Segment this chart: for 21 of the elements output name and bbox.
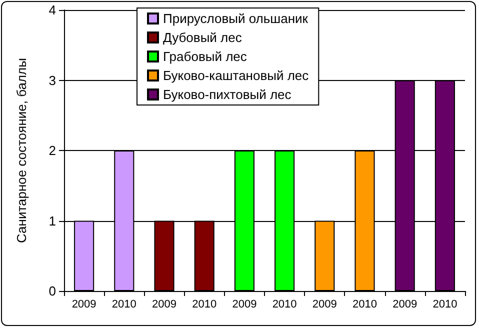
y-axis-title: Санитарное состояние, баллы <box>14 58 29 243</box>
legend-label: Буково-пихтовый лес <box>163 87 292 102</box>
y-tick-label: 3 <box>48 72 56 88</box>
y-tick-label: 2 <box>48 143 56 158</box>
x-tick-label: 2010 <box>272 298 297 310</box>
x-tick-label: 2010 <box>352 298 377 310</box>
legend-label: Прирусловый ольшаник <box>163 11 308 26</box>
legend-label: Грабовый лес <box>163 49 248 64</box>
x-tick-label: 2010 <box>432 298 458 310</box>
x-tick-label: 2010 <box>192 298 217 310</box>
x-tick-label: 2009 <box>392 298 418 310</box>
x-tick-label: 2009 <box>312 298 337 310</box>
y-tick-label: 1 <box>48 213 56 228</box>
x-tick-label: 2010 <box>112 298 136 310</box>
y-tick-label: 4 <box>48 2 56 18</box>
legend-label: Буково-каштановый лес <box>163 68 310 83</box>
legend-label: Дубовый лес <box>163 30 242 45</box>
x-tick-label: 2009 <box>232 298 257 310</box>
x-tick-label: 2009 <box>72 298 96 310</box>
y-tick-label: 0 <box>48 284 56 298</box>
x-tick-label: 2009 <box>152 298 176 310</box>
